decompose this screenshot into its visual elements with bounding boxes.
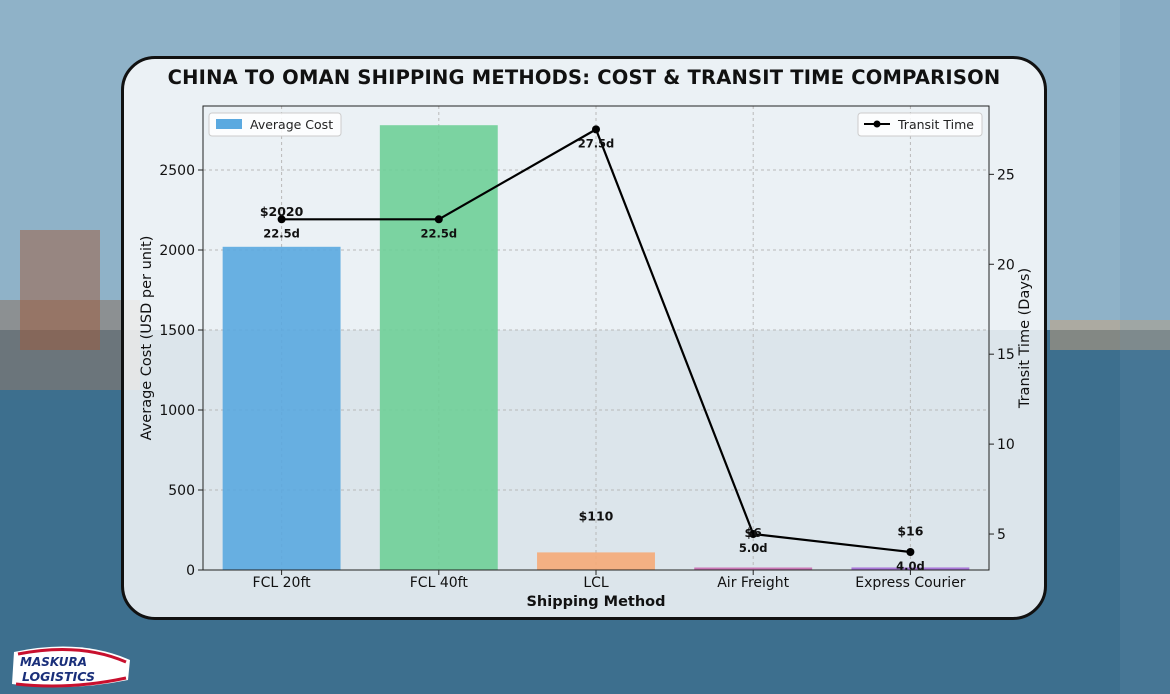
transit-time-point [592,125,600,134]
plot-frame [202,105,990,571]
legend-bar-swatch [216,119,242,129]
x-tick-label: Express Courier [855,575,966,591]
y-right-tick-label: 10 [997,437,1015,453]
bar-value-label: $16 [897,523,923,538]
line-value-label: 27.5d [578,136,615,150]
bar-value-label: $2020 [260,204,304,219]
y-left-tick-label: 0 [186,563,195,579]
y-left-tick-label: 2500 [159,163,195,179]
transit-time-point [277,215,286,224]
bar-fcl-40ft [379,125,498,570]
bar-fcl-20ft [222,246,341,571]
legend-average-cost-label: Average Cost [250,117,333,132]
y-left-tick-label: 500 [168,483,195,499]
chart-title: CHINA TO OMAN SHIPPING METHODS: COST & T… [167,66,1001,89]
y-right-tick-label: 20 [997,257,1015,273]
bar-express-courier [851,567,970,570]
y-right-tick-label: 5 [997,527,1006,543]
y-left-tick-label: 1000 [159,403,195,419]
logo-line2: LOGISTICS [22,669,95,684]
legend-transit-time: Transit Time [857,112,983,137]
bar-value-label: $6 [744,525,762,540]
bar-lcl [537,552,655,570]
logo-line1: MASKURA [20,655,87,669]
x-tick-label: LCL [583,575,609,591]
transit-time-point [434,215,443,224]
legend-transit-time-label: Transit Time [897,117,974,132]
x-axis-title: Shipping Method [526,594,665,610]
bar-value-label: $110 [579,508,614,523]
line-value-label: 22.5d [420,226,457,240]
legend-average-cost: Average Cost [208,112,342,137]
y-right-tick-label: 25 [997,167,1015,183]
y-axis-right-title: Transit Time (Days) [1017,268,1033,409]
line-value-label: 22.5d [263,226,300,240]
maskura-logistics-logo: MASKURA LOGISTICS [12,646,130,688]
y-left-tick-label: 2000 [159,243,195,259]
line-value-label: 5.0d [739,541,768,555]
x-tick-label: FCL 20ft [253,575,312,591]
y-left-tick-label: 1500 [159,323,195,339]
bar-air-freight [694,567,813,570]
x-tick-label: Air Freight [717,575,789,591]
y-right-tick-label: 15 [997,347,1015,363]
x-tick-label: FCL 40ft [410,575,469,591]
y-axis-left-title: Average Cost (USD per unit) [139,236,155,441]
transit-time-point [906,548,915,557]
legend-line-marker [873,120,881,128]
transit-time-point [749,530,758,539]
